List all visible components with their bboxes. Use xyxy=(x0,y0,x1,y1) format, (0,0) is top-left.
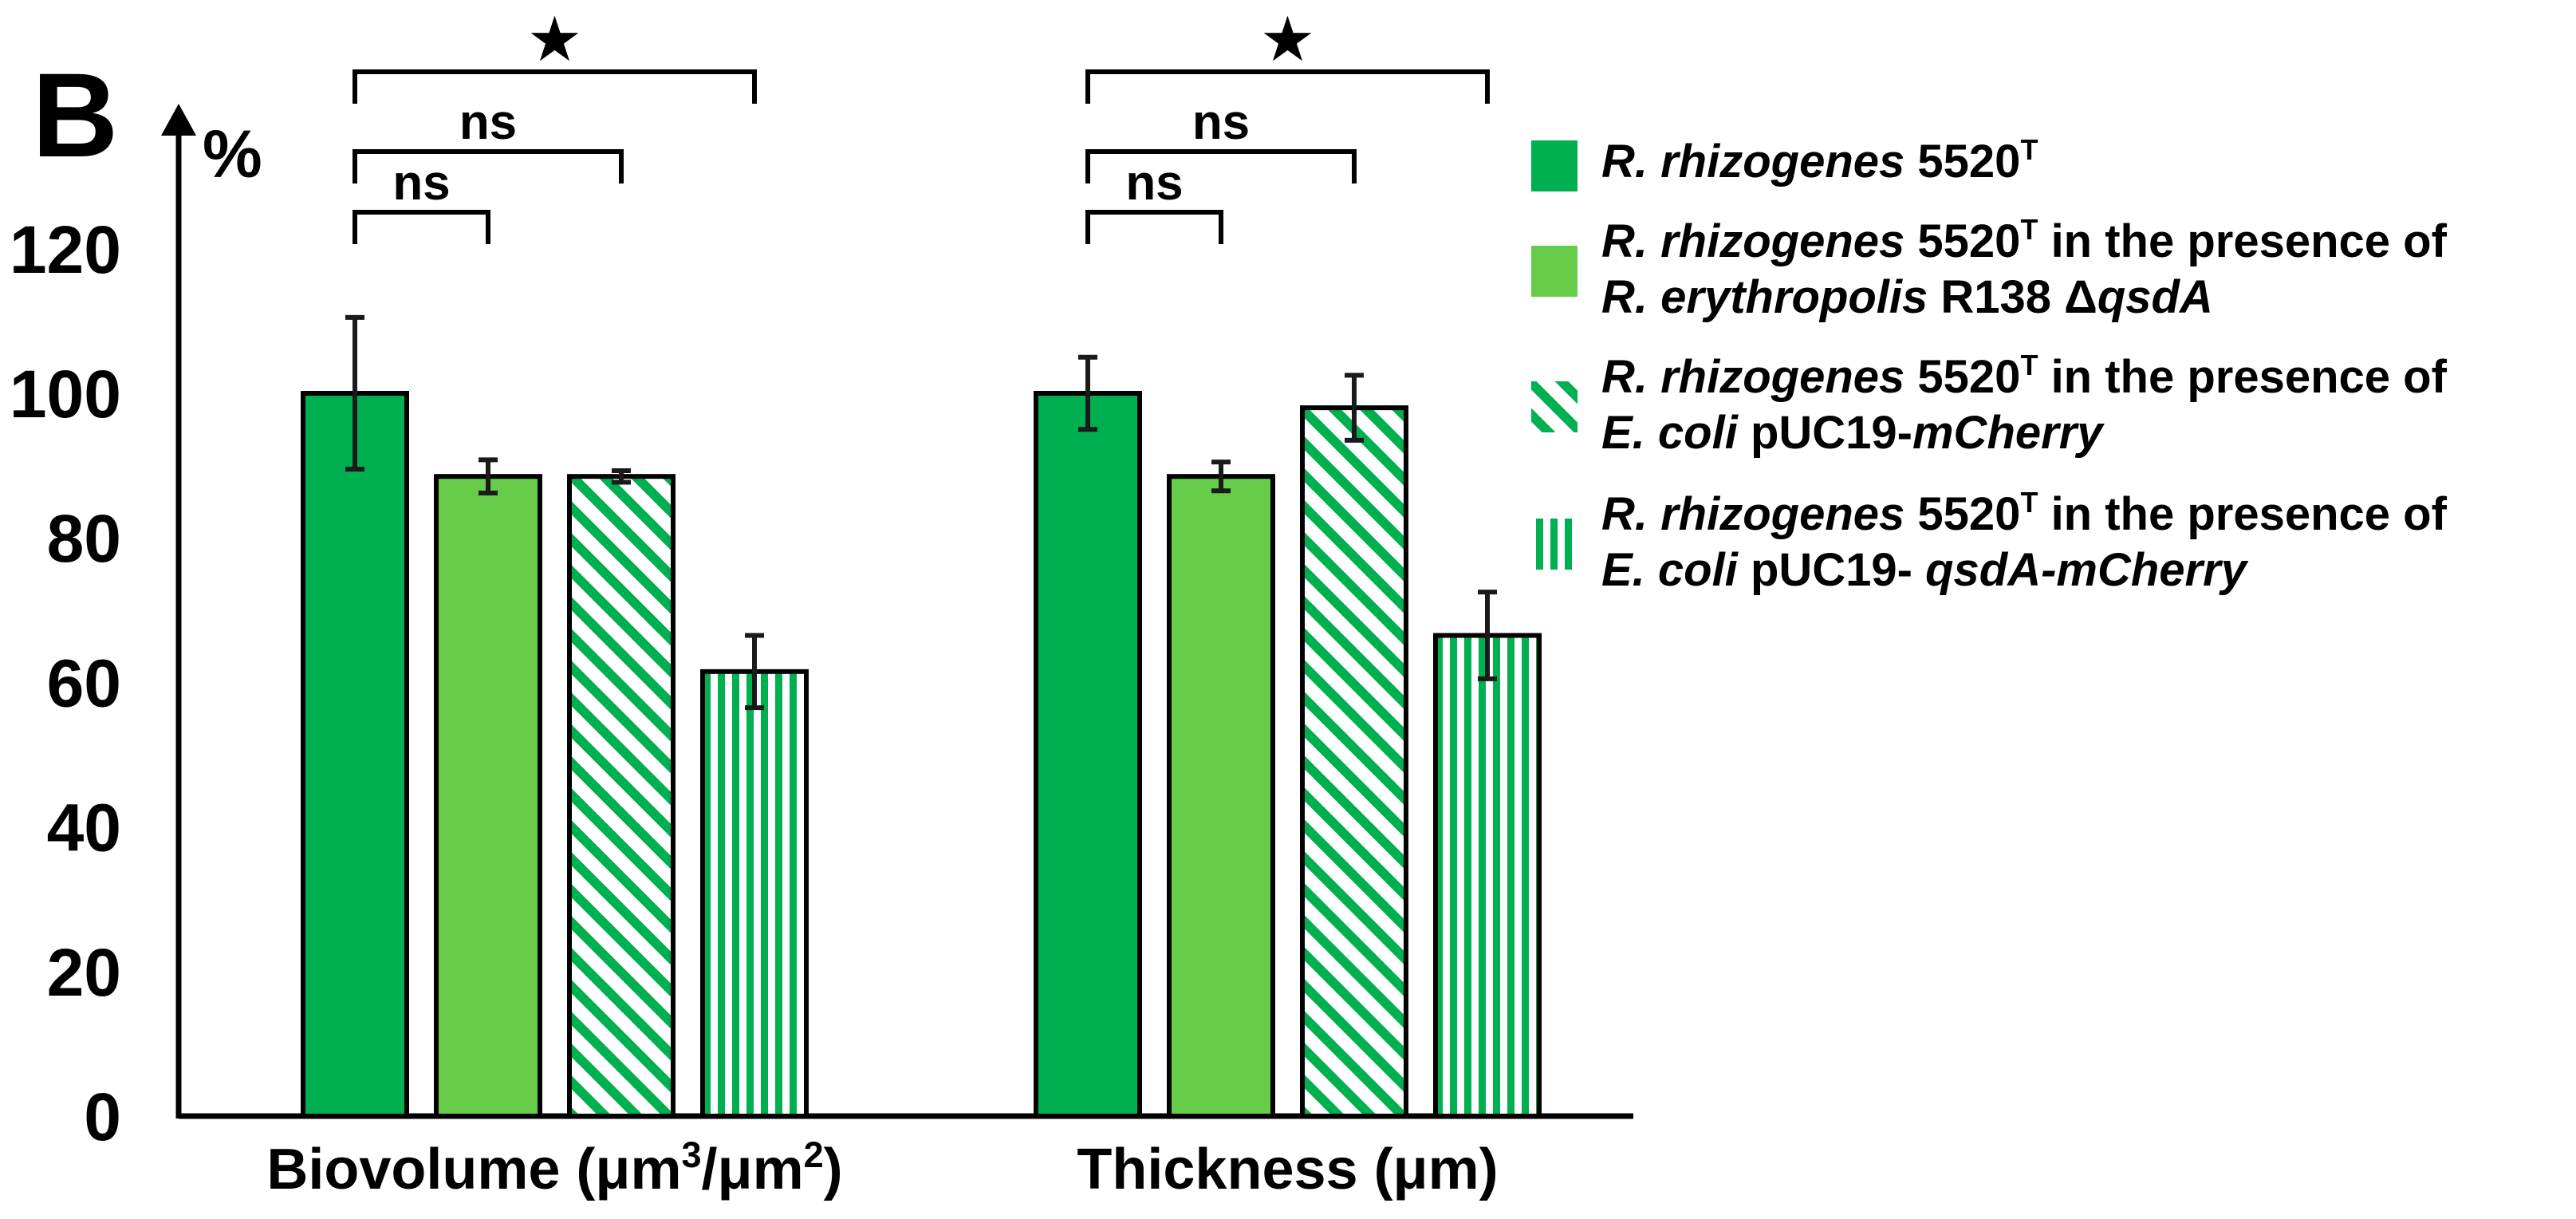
y-tick-label: 120 xyxy=(10,212,121,287)
y-axis-label: % xyxy=(203,116,262,191)
bar xyxy=(301,391,409,1118)
significance-label: ns xyxy=(392,156,450,211)
bar xyxy=(434,474,542,1118)
significance-bracket xyxy=(353,210,490,244)
bar xyxy=(700,669,809,1118)
significance-label: ★ xyxy=(1260,4,1316,74)
error-bars xyxy=(345,314,1497,711)
y-tick-label: 100 xyxy=(10,357,121,432)
y-tick-label: 20 xyxy=(47,935,121,1010)
bar xyxy=(567,474,676,1118)
significance-bracket xyxy=(1085,69,1490,104)
legend-label: R. rhizogenes 5520T in the presence of xyxy=(1601,213,2448,267)
bar xyxy=(1167,474,1275,1118)
significance-label: ns xyxy=(459,95,517,150)
significance-bracket xyxy=(353,69,757,104)
legend-swatch xyxy=(1531,381,1578,432)
significance-label: ★ xyxy=(527,4,583,74)
significance-bracket xyxy=(353,149,624,183)
y-tick-label: 80 xyxy=(47,501,121,576)
bar xyxy=(1300,405,1408,1118)
significance-label: ns xyxy=(1192,95,1250,150)
y-tick-label: 60 xyxy=(47,645,121,720)
legend-swatch xyxy=(1531,246,1578,297)
legend-swatch xyxy=(1531,519,1578,570)
x-category-label: Biovolume (μm3/μm2) xyxy=(266,1134,842,1201)
y-axis-arrow xyxy=(161,104,196,136)
legend-label: R. rhizogenes 5520T xyxy=(1601,133,2038,187)
bars xyxy=(301,391,1542,1118)
x-category-label: Thickness (μm) xyxy=(1077,1138,1498,1201)
y-tick-label: 40 xyxy=(47,791,121,866)
legend: R. rhizogenes 5520T R. rhizogenes 5520T i… xyxy=(1531,133,2448,596)
legend-label: R. rhizogenes 5520T in the presence of xyxy=(1601,349,2448,403)
significance-bracket xyxy=(1085,149,1357,183)
panel-label: B xyxy=(32,48,118,182)
legend-label: E. coli pUC19-mCherry xyxy=(1601,407,2105,459)
bar xyxy=(1433,633,1542,1118)
legend-label: R. rhizogenes 5520T in the presence of xyxy=(1601,486,2448,540)
bar xyxy=(1034,391,1142,1118)
legend-label: E. coli pUC19- qsdA-mCherry xyxy=(1601,544,2249,596)
legend-swatch xyxy=(1531,140,1578,191)
y-tick-label: 0 xyxy=(84,1079,121,1154)
axes: % 0 20 40 60 80 100 120 Biovolume (μm3/μm2) Thick… xyxy=(10,104,1633,1201)
significance-label: ns xyxy=(1125,156,1183,211)
legend-label: R. erythropolis R138 ΔqsdA xyxy=(1601,271,2213,323)
significance-bracket xyxy=(1085,210,1223,244)
